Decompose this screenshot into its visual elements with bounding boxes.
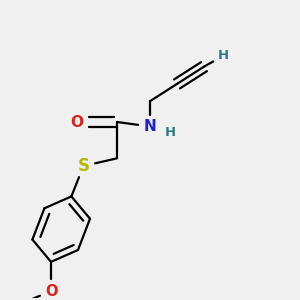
- Text: H: H: [165, 126, 176, 139]
- Text: H: H: [218, 49, 229, 62]
- Text: O: O: [45, 284, 57, 298]
- Text: N: N: [144, 119, 156, 134]
- Text: O: O: [70, 115, 83, 130]
- Text: S: S: [77, 157, 89, 175]
